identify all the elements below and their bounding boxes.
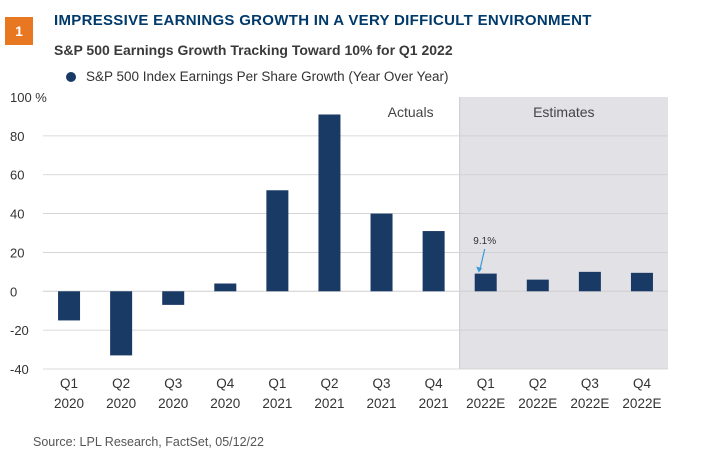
x-tick-label-quarter: Q2 <box>529 376 547 391</box>
bar-q4-2021 <box>422 231 445 292</box>
annotation-arrow <box>479 248 486 271</box>
x-tick-label-year: 2020 <box>210 396 240 411</box>
bar-q3-2021 <box>370 213 393 292</box>
x-tick-label-quarter: Q1 <box>60 376 78 391</box>
estimates-shaded-region <box>459 97 668 369</box>
y-tick-label: 20 <box>10 245 24 260</box>
figure-number-badge: 1 <box>5 17 33 45</box>
x-tick-label-quarter: Q3 <box>581 376 599 391</box>
bar-q3-2020 <box>162 291 185 305</box>
x-tick-label-year: 2022E <box>518 396 557 411</box>
chart-subtitle: S&P 500 Earnings Growth Tracking Toward … <box>54 42 453 58</box>
x-tick-label-quarter: Q1 <box>477 376 495 391</box>
x-tick-label-year: 2022E <box>622 396 661 411</box>
x-tick-label-year: 2020 <box>54 396 84 411</box>
x-tick-label-quarter: Q1 <box>268 376 286 391</box>
x-tick-label-year: 2021 <box>367 396 397 411</box>
x-tick-label-year: 2022E <box>570 396 609 411</box>
x-tick-label-quarter: Q2 <box>320 376 338 391</box>
x-tick-label-quarter: Q4 <box>633 376 652 391</box>
x-tick-label-year: 2021 <box>419 396 449 411</box>
bar-q3-2022e <box>578 271 601 292</box>
x-tick-label-quarter: Q3 <box>373 376 391 391</box>
legend-marker <box>66 71 76 82</box>
bar-q2-2022e <box>526 279 549 292</box>
bar-q4-2022e <box>630 272 653 292</box>
y-tick-label: 40 <box>10 207 24 222</box>
region-label-estimates: Estimates <box>533 104 594 120</box>
y-tick-label: 80 <box>10 129 24 144</box>
y-tick-label: -40 <box>10 362 29 377</box>
y-tick-label: 100 % <box>10 90 47 105</box>
annotation-label: 9.1% <box>473 236 496 247</box>
x-tick-label-quarter: Q3 <box>164 376 182 391</box>
y-tick-label: 0 <box>10 284 17 299</box>
x-tick-label-year: 2020 <box>158 396 188 411</box>
annotation-arrowhead <box>476 266 483 273</box>
x-tick-label-year: 2021 <box>314 396 344 411</box>
chart-legend: S&P 500 Index Earnings Per Share Growth … <box>66 69 448 84</box>
x-tick-label-quarter: Q4 <box>216 376 235 391</box>
x-tick-label-quarter: Q4 <box>425 376 444 391</box>
bar-q4-2020 <box>214 283 237 292</box>
x-tick-label-year: 2022E <box>466 396 505 411</box>
bar-q1-2022e <box>474 273 497 292</box>
x-tick-label-year: 2020 <box>106 396 136 411</box>
y-tick-label: -20 <box>10 323 29 338</box>
bar-q2-2020 <box>110 291 133 356</box>
figure-title: IMPRESSIVE EARNINGS GROWTH IN A VERY DIF… <box>54 12 592 29</box>
y-tick-label: 60 <box>10 168 24 183</box>
source-note: Source: LPL Research, FactSet, 05/12/22 <box>33 435 264 449</box>
region-label-actuals: Actuals <box>388 104 434 120</box>
bar-q2-2021 <box>318 114 341 292</box>
x-tick-label-quarter: Q2 <box>112 376 130 391</box>
x-tick-label-year: 2021 <box>262 396 292 411</box>
bar-q1-2020 <box>58 291 81 321</box>
bar-q1-2021 <box>266 190 289 292</box>
legend-label: S&P 500 Index Earnings Per Share Growth … <box>86 69 449 84</box>
